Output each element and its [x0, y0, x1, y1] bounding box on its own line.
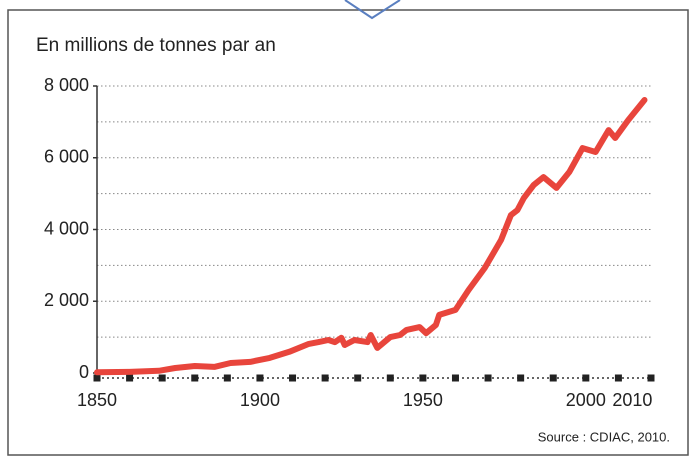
- x-tick: [451, 374, 459, 382]
- decoration: [344, 0, 401, 20]
- x-tick: [289, 374, 297, 382]
- x-tick: [484, 374, 492, 382]
- source: Source : CDIAC, 2010.: [538, 429, 670, 444]
- x-tick-label: 2000: [566, 390, 606, 410]
- x-tick: [419, 374, 427, 382]
- x-tick: [549, 374, 557, 382]
- x-tick: [191, 374, 199, 382]
- y-tick-label: 6 000: [44, 147, 89, 167]
- x-tick-label: 1900: [240, 390, 280, 410]
- frame: [7, 9, 689, 456]
- x-tick: [321, 374, 329, 382]
- x-tick: [223, 374, 231, 382]
- x-tick: [517, 374, 525, 382]
- axis-label: En millions de tonnes par an: [36, 35, 276, 56]
- x-tick: [582, 374, 590, 382]
- x-tick: [126, 374, 134, 382]
- x-tick: [386, 374, 394, 382]
- x-tick: [93, 374, 101, 382]
- x-tick: [647, 374, 655, 382]
- y-tick-label: 4 000: [44, 218, 89, 238]
- y-tick-label: 0: [79, 362, 89, 382]
- y-tick-label: 8 000: [44, 75, 89, 95]
- x-tick-label: 2010: [612, 390, 652, 410]
- x-tick-label: 1850: [77, 390, 117, 410]
- x-tick: [614, 374, 622, 382]
- x-tick-label: 1950: [403, 390, 443, 410]
- y-tick-label: 2 000: [44, 290, 89, 310]
- data-line: [94, 97, 648, 376]
- x-tick: [256, 374, 264, 382]
- x-tick: [354, 374, 362, 382]
- x-tick: [158, 374, 166, 382]
